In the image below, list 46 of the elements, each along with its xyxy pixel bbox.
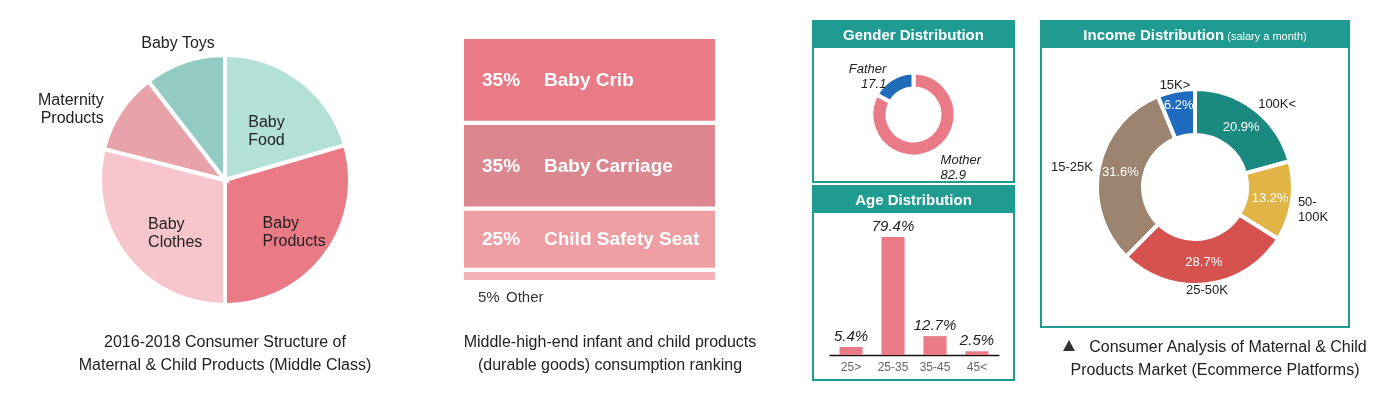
slice-label: Baby Products: [262, 214, 326, 250]
text: Consumer Analysis of Maternal & Child Products Market (Ecommerce Platforms): [1069, 337, 1368, 381]
chart-subtitle: (salary a month): [1226, 30, 1307, 42]
x-tick-label: 25>: [840, 359, 862, 374]
data-label: 79.4%: [871, 217, 915, 234]
x-tick-label: 45<: [966, 359, 988, 374]
slice-label: Baby Clothes: [148, 215, 203, 251]
chart-title: Age Distribution: [814, 187, 1013, 213]
chart-title: Gender Distribution: [814, 22, 1013, 48]
slice-label: Baby Toys: [141, 33, 215, 51]
slice-label: Maternity Products: [38, 91, 104, 127]
data-label: 5.4%: [833, 326, 869, 344]
data-label: 13.2%: [1251, 190, 1290, 206]
data-label: 17.1: [861, 75, 887, 91]
data-label: 25%: [482, 228, 521, 250]
slice-label: 15-25K: [1051, 158, 1094, 174]
data-label: 82.9: [940, 167, 966, 183]
data-label: 6.2%: [1164, 96, 1195, 112]
slice-label: 100K<: [1258, 96, 1297, 112]
bar: [965, 351, 989, 355]
data-label: 20.9%: [1222, 118, 1261, 134]
series-label: Baby Carriage: [544, 154, 673, 176]
bar: [839, 346, 863, 355]
x-tick-label: 25-35: [877, 359, 909, 374]
slice-label: 25-50K: [1186, 282, 1229, 298]
slice-label: Father: [848, 60, 888, 76]
bar: [923, 336, 947, 355]
data-label: 31.6%: [1102, 164, 1140, 180]
slice-label: Mother: [940, 152, 982, 168]
series-label: Other: [506, 288, 544, 305]
data-label: 35%: [482, 154, 521, 176]
text: 2016-2018 Consumer Structure of Maternal & Child Products (Middle Class): [77, 332, 373, 376]
data-label: 5%: [478, 288, 500, 305]
x-tick-label: 35-45: [919, 359, 951, 374]
text: Middle-high-end infant and child products (durable goods) consumption ranking: [462, 332, 758, 376]
data-label: 12.7%: [913, 316, 957, 334]
slice-label: 50-100K: [1297, 194, 1329, 225]
chart-title: Income Distribution: [1083, 26, 1225, 43]
series-label: Baby Crib: [544, 68, 634, 90]
slice-label: Baby Food: [248, 113, 285, 149]
series-label: Child Safety Seat: [544, 228, 700, 250]
slice-label: 15K>: [1159, 76, 1191, 92]
data-label: 28.7%: [1185, 254, 1223, 270]
bar: [881, 237, 905, 355]
data-label: 2.5%: [958, 331, 995, 349]
data-label: 35%: [482, 68, 521, 90]
